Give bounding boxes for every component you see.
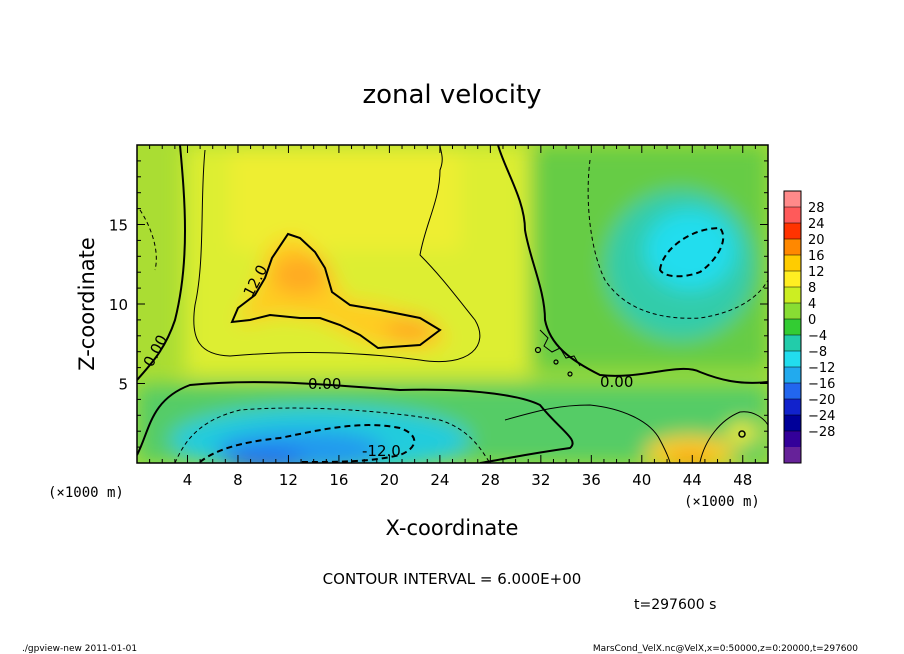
colorbar-label: 24: [808, 217, 825, 232]
colorbar-label: 12: [808, 265, 825, 280]
x-tick-label: 44: [683, 471, 702, 489]
colorbar-swatch: [784, 367, 801, 384]
colorbar-swatch: [784, 239, 801, 256]
x-tick-label: 4: [183, 471, 193, 489]
x-tick-label: 48: [733, 471, 752, 489]
x-tick-label: 20: [380, 471, 399, 489]
colorbar-swatch: [784, 287, 801, 304]
velocity-field: [137, 145, 768, 463]
contour-label: 0.00: [600, 373, 633, 391]
x-tick-label: 12: [279, 471, 298, 489]
colorbar-frame: [783, 190, 802, 464]
colorbar-swatch: [784, 223, 801, 240]
colorbar-swatch: [784, 399, 801, 416]
contour-label: -12.0: [362, 442, 401, 460]
y-tick-label: 5: [118, 376, 128, 394]
colorbar-swatch: [784, 335, 801, 352]
contour-interval: CONTOUR INTERVAL = 6.000E+00: [323, 570, 582, 588]
y-axis-unit: (×1000 m): [48, 485, 124, 501]
x-tick-label: 28: [481, 471, 500, 489]
x-tick-label: 24: [430, 471, 449, 489]
x-axis-unit: (×1000 m): [684, 494, 760, 510]
colorbar-label: 4: [808, 297, 816, 312]
x-tick-label: 40: [632, 471, 651, 489]
colorbar-label: −20: [808, 393, 835, 408]
colorbar-swatch: [784, 415, 801, 432]
colorbar-label: 28: [808, 201, 825, 216]
footer-left: ./gpview-new 2011-01-01: [22, 644, 137, 654]
colorbar-swatch: [784, 255, 801, 272]
colorbar-label: −12: [808, 361, 835, 376]
x-tick-label: 16: [329, 471, 348, 489]
colorbar-label: −16: [808, 377, 835, 392]
colorbar-swatch: [784, 191, 801, 208]
colorbar-label: −24: [808, 409, 835, 424]
x-axis-label: X-coordinate: [386, 516, 519, 540]
y-axis-label: Z-coordinate: [75, 237, 99, 371]
x-tick-label: 8: [233, 471, 243, 489]
colorbar-label: 8: [808, 281, 816, 296]
chart-title: zonal velocity: [362, 80, 541, 110]
colorbar-swatch: [784, 207, 801, 224]
x-tick-label: 36: [582, 471, 601, 489]
y-tick-label: 10: [109, 296, 128, 314]
colorbar-label: −8: [808, 345, 827, 360]
contour-label: 0.00: [308, 375, 341, 393]
colorbar-swatch: [784, 431, 801, 448]
colorbar-swatch: [784, 351, 801, 368]
colorbar-swatch: [784, 271, 801, 288]
x-tick-label: 32: [531, 471, 550, 489]
footer-right: MarsCond_VelX.nc@VelX,x=0:50000,z=0:2000…: [593, 644, 858, 654]
contour-lines: [137, 145, 768, 463]
y-axis-ticks: 5 10 15: [109, 160, 768, 448]
colorbar-swatch: [784, 447, 801, 464]
colorbar-swatch: [784, 383, 801, 400]
colorbar-swatch: [784, 319, 801, 336]
colorbar-label: 20: [808, 233, 825, 248]
colorbar-label: −28: [808, 425, 835, 440]
time-label: t=297600 s: [634, 597, 716, 613]
colorbar-label: 16: [808, 249, 825, 264]
colorbar-label: −4: [808, 329, 827, 344]
x-axis-ticks: 4 8 12 16 20 24 28 32 36 40 44 48: [149, 145, 756, 489]
colorbar-label: 0: [808, 313, 816, 328]
colorbar-swatch: [784, 303, 801, 320]
y-tick-label: 15: [109, 217, 128, 235]
